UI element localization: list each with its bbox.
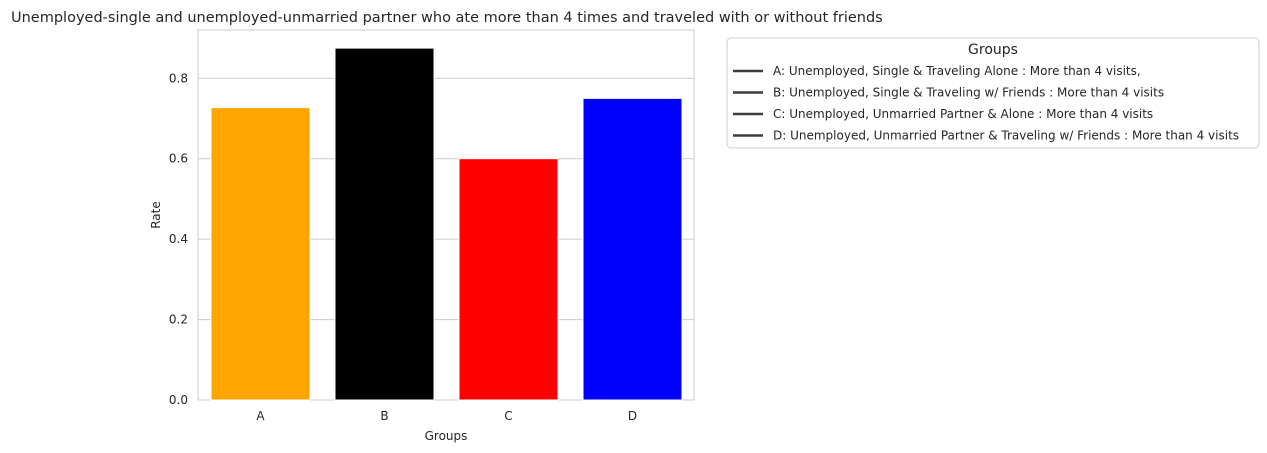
- y-tick-label: 0.6: [169, 152, 188, 166]
- y-axis-label: Rate: [149, 201, 163, 229]
- y-tick-label: 0.4: [169, 232, 188, 246]
- bar-d: [582, 97, 683, 401]
- x-tick-label: C: [504, 409, 512, 423]
- y-tick-label: 0.0: [169, 393, 188, 407]
- legend-entry: D: Unemployed, Unmarried Partner & Trave…: [773, 129, 1239, 143]
- legend-entry: C: Unemployed, Unmarried Partner & Alone…: [773, 107, 1153, 121]
- legend-entry: B: Unemployed, Single & Traveling w/ Fri…: [773, 86, 1164, 100]
- y-tick-label: 0.2: [169, 313, 188, 327]
- bars: [210, 47, 683, 401]
- x-tick-labels: A B C D: [256, 409, 637, 423]
- x-tick-label: B: [380, 409, 388, 423]
- x-tick-label: D: [628, 409, 637, 423]
- legend: Groups A: Unemployed, Single & Traveling…: [726, 37, 1260, 149]
- bar-b: [334, 47, 435, 401]
- legend-entries: A: Unemployed, Single & Traveling Alone …: [733, 64, 1239, 143]
- y-tick-labels: 0.0 0.2 0.4 0.6 0.8: [169, 71, 188, 407]
- x-tick-label: A: [256, 409, 265, 423]
- plot-area-frame: [197, 29, 695, 401]
- x-axis-label: Groups: [425, 429, 468, 443]
- bar-c: [458, 158, 559, 401]
- chart-title: Unemployed-single and unemployed-unmarri…: [11, 10, 883, 26]
- y-tick-label: 0.8: [169, 71, 188, 85]
- legend-title: Groups: [968, 42, 1018, 58]
- legend-frame: [726, 37, 1260, 149]
- legend-entry: A: Unemployed, Single & Traveling Alone …: [773, 64, 1141, 78]
- bar-a: [210, 107, 311, 401]
